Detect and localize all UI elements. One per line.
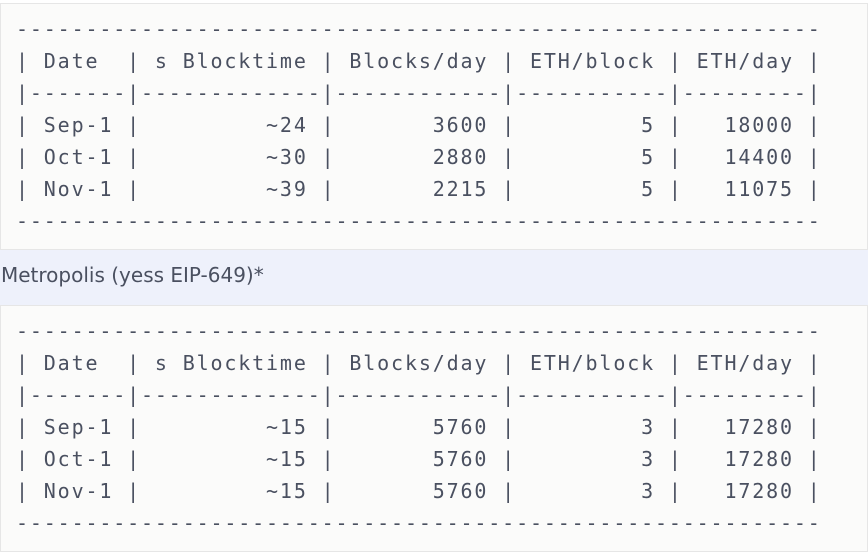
code-line: | Sep-1 | ~24 | 3600 | 5 | 18000 | [16,113,822,137]
code-line: |-------|-------------|------------|----… [16,81,822,105]
paragraph: Metropolis (yess EIP-649)* [0,250,868,305]
code-line: | Sep-1 | ~15 | 5760 | 3 | 17280 | [16,415,822,439]
code-line: ----------------------------------------… [16,17,822,41]
code-block: ----------------------------------------… [0,305,868,552]
code-block: ----------------------------------------… [0,3,868,250]
code-line: | Nov-1 | ~15 | 5760 | 3 | 17280 | [16,479,822,503]
code-line: ----------------------------------------… [16,209,822,233]
code-line: ----------------------------------------… [16,511,822,535]
code-line: ----------------------------------------… [16,319,822,343]
code-line: | Nov-1 | ~39 | 2215 | 5 | 11075 | [16,177,822,201]
code-line: | Oct-1 | ~30 | 2880 | 5 | 14400 | [16,145,822,169]
code-line: | Date | s Blocktime | Blocks/day | ETH/… [16,351,822,375]
code-line: | Oct-1 | ~15 | 5760 | 3 | 17280 | [16,447,822,471]
page: ----------------------------------------… [0,3,868,552]
code-line: | Date | s Blocktime | Blocks/day | ETH/… [16,49,822,73]
code-line: |-------|-------------|------------|----… [16,383,822,407]
